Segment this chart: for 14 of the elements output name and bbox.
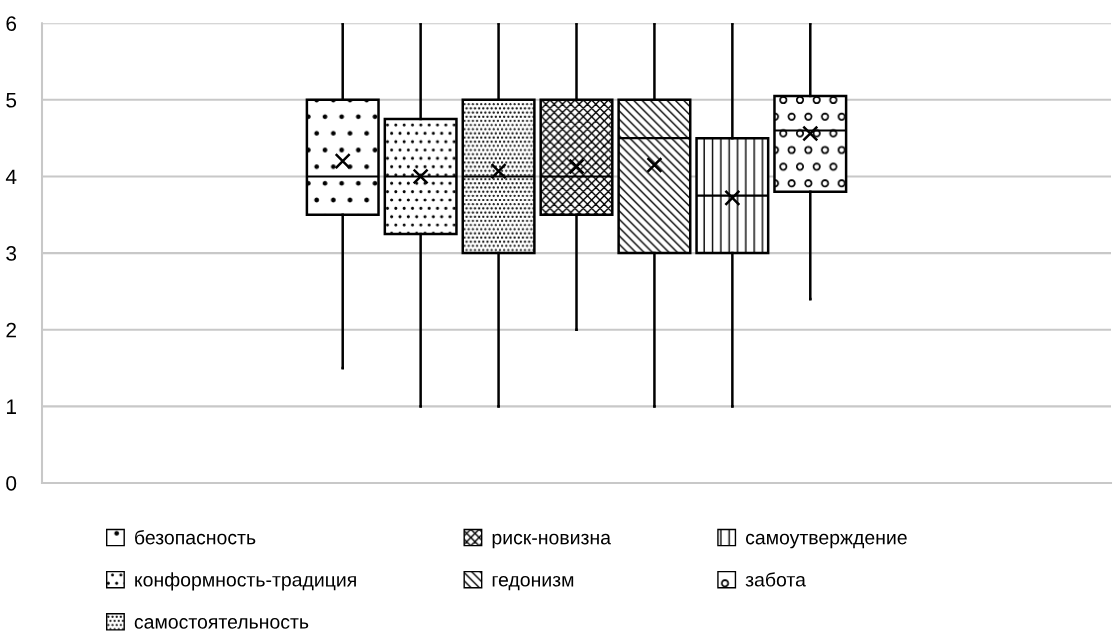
- y-tick-label: 1: [7, 399, 16, 414]
- legend-label: безопасность: [135, 530, 256, 545]
- y-tick-label: 4: [5, 169, 17, 184]
- legend-label: самостоятельность: [134, 618, 309, 629]
- y-tick-label: 2: [6, 322, 16, 338]
- legend-label: забота: [745, 572, 806, 587]
- y-tick-label: 0: [6, 476, 17, 491]
- legend-label: риск-новизна: [492, 533, 611, 549]
- legend-label: конформность-традиция: [135, 572, 356, 591]
- legend-label: самоутверждение: [745, 533, 907, 549]
- y-tick-label: 5: [6, 93, 17, 108]
- y-tick-label: 6: [6, 16, 17, 31]
- y-tick-label: 3: [6, 246, 17, 261]
- legend-label: гедонизм: [492, 575, 574, 591]
